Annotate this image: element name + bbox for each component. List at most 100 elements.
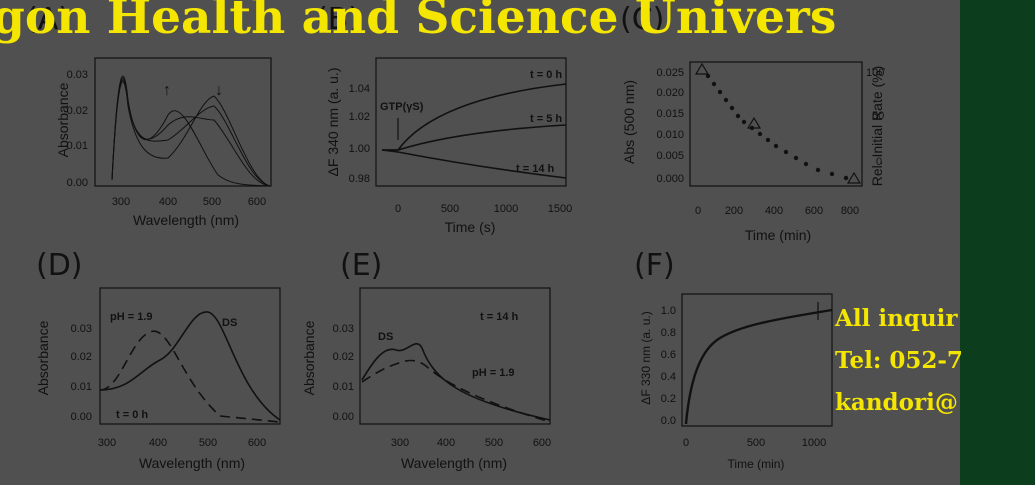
y-axis-label: Absorbance [301, 320, 317, 395]
panel-b-plot: ΔF 340 nm (a. u.) 1.04 1.02 1.00 0.98 0 … [325, 57, 572, 235]
y-tick: 1.0 [661, 305, 676, 317]
ph-curve [99, 330, 281, 423]
x-tick: 300 [391, 437, 409, 449]
figure-image: (A) Absorbance 0.03 0.02 0.01 0.00 300 4… [0, 0, 960, 485]
y-tick: 0.03 [333, 323, 354, 335]
panel-e-plot: Absorbance 0.03 0.02 0.01 0.00 300 400 5… [301, 287, 551, 471]
y2-axis-label: Rel. Initial Rate (%) [869, 66, 885, 187]
up-arrow-icon: ↑ [163, 82, 171, 99]
panel-d-plot: Absorbance 0.03 0.02 0.01 0.00 300 400 5… [35, 287, 281, 471]
ph-label: pH = 1.9 [472, 367, 515, 379]
y-tick: 0.6 [661, 349, 676, 361]
x-tick: 1000 [494, 203, 518, 215]
contact-line-email: kandori@ [835, 389, 958, 416]
y-tick: 0.8 [661, 327, 676, 339]
ph-label: pH = 1.9 [110, 311, 153, 323]
y-tick: 0.00 [71, 411, 92, 423]
panel-a-plot: Absorbance 0.03 0.02 0.01 0.00 300 400 5… [55, 57, 272, 228]
x-tick: 500 [199, 437, 217, 449]
x-tick: 0 [695, 205, 701, 217]
decay-points [705, 73, 849, 181]
y-tick: 0.015 [656, 108, 684, 120]
time-label: t = 0 h [116, 409, 148, 421]
x-tick: 600 [805, 205, 823, 217]
triangle-markers [694, 62, 862, 184]
y-tick: 1.04 [349, 83, 370, 95]
y2-tick: 100 [866, 67, 884, 79]
x-axis-label: Time (s) [445, 219, 496, 235]
x-tick: 1500 [548, 203, 572, 215]
panel-f: (F) ΔF 330 nm (a. u.) 1.0 0.8 0.6 0.4 0.… [590, 240, 833, 485]
y-tick: 0.005 [656, 150, 684, 162]
slide-title: gon Health and Science Univers [0, 0, 837, 45]
x-tick: 500 [441, 203, 459, 215]
x-axis-label: Time (min) [745, 227, 811, 243]
y-tick: 1.02 [349, 111, 370, 123]
x-tick: 400 [149, 437, 167, 449]
x-tick: 500 [203, 196, 221, 208]
y-axis-label: ΔF 340 nm (a. u.) [325, 68, 341, 177]
y-tick: 0.02 [67, 105, 88, 117]
contact-line-inquiry: All inquir [835, 305, 958, 332]
panel-a: (A) Absorbance 0.03 0.02 0.01 0.00 300 4… [0, 0, 320, 240]
panel-label: (A) [26, 2, 70, 37]
down-arrow-icon: ↓ [215, 82, 223, 99]
x-tick: 300 [112, 196, 130, 208]
y-tick: 1.00 [349, 143, 370, 155]
x-tick: 0 [395, 203, 401, 215]
ds-curve [361, 343, 551, 421]
x-tick: 500 [485, 437, 503, 449]
y-tick: 0.00 [67, 177, 88, 189]
contact-line-tel: Tel: 052-7 [835, 347, 963, 374]
panel-label: (D) [36, 248, 83, 283]
y-tick: 0.000 [656, 173, 684, 185]
x-tick: 600 [533, 437, 551, 449]
x-tick: 600 [248, 196, 266, 208]
y-axis-label: Abs (500 nm) [621, 80, 637, 164]
y-tick: 0.025 [656, 67, 684, 79]
panel-b: (B) ΔF 340 nm (a. u.) 1.04 1.02 1.00 0.9… [316, 0, 610, 240]
x-axis-label: Wavelength (nm) [133, 212, 239, 228]
y-tick: 0.0 [661, 415, 676, 427]
x-tick: 200 [725, 205, 743, 217]
y-tick: 0.02 [71, 351, 92, 363]
x-tick: 500 [747, 437, 765, 449]
y-tick: 0.03 [71, 323, 92, 335]
panel-c: (C) Abs (500 nm) Rel. Initial Rate (%) 0… [610, 0, 890, 243]
x-tick: 800 [841, 205, 859, 217]
recovery-curve [684, 308, 833, 425]
panel-label: (F) [634, 248, 675, 283]
kinetics-curves [381, 83, 567, 179]
panel-label: (C) [620, 2, 665, 37]
x-tick: 400 [437, 437, 455, 449]
y-tick: 0.02 [333, 351, 354, 363]
y-tick: 0.020 [656, 87, 684, 99]
series-label: t = 14 h [516, 163, 554, 175]
x-tick: 1000 [802, 437, 826, 449]
ds-label: DS [378, 331, 393, 343]
ds-label: DS [222, 317, 237, 329]
x-tick: 400 [765, 205, 783, 217]
y-tick: 0.03 [67, 69, 88, 81]
series-label: t = 5 h [530, 113, 562, 125]
x-axis-label: Wavelength (nm) [401, 455, 507, 471]
y2-tick: 50 [872, 110, 884, 122]
gtp-annotation: GTP(γS) [380, 101, 424, 113]
y-axis-label: Absorbance [35, 320, 51, 395]
x-tick: 400 [159, 196, 177, 208]
x-tick: 0 [683, 437, 689, 449]
y-tick: 0.00 [333, 411, 354, 423]
x-tick: 300 [98, 437, 116, 449]
y-tick: 0.01 [333, 381, 354, 393]
x-axis-label: Time (min) [728, 457, 785, 471]
y-axis-label: Absorbance [55, 82, 71, 157]
y-axis-label: ΔF 330 nm (a. u.) [639, 311, 653, 404]
panel-d: (D) Absorbance 0.03 0.02 0.01 0.00 300 4… [0, 240, 300, 485]
series-label: t = 0 h [530, 69, 562, 81]
y-tick: 0.4 [661, 371, 676, 383]
spectra-curves [111, 75, 271, 187]
ds-curve [99, 311, 281, 421]
y-tick: 0.01 [67, 140, 88, 152]
y-tick: 0.2 [661, 393, 676, 405]
